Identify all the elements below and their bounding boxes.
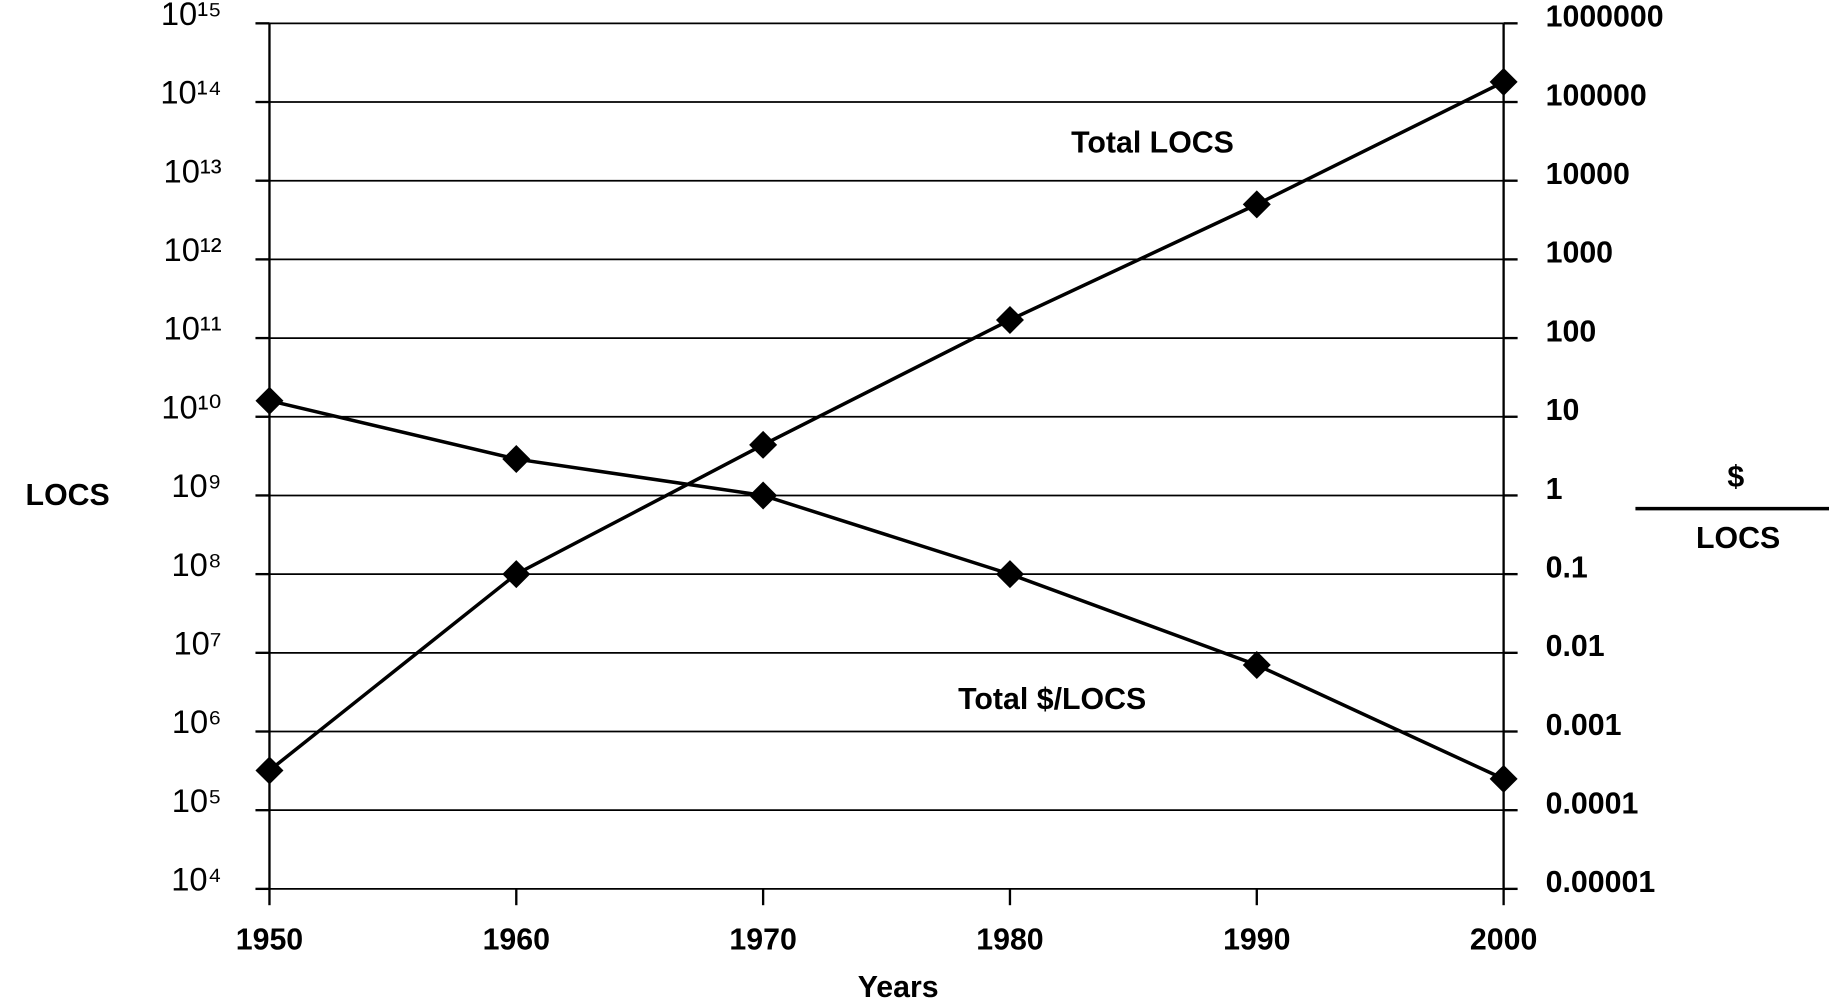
x-tick-label: 1950	[236, 923, 303, 956]
plot-root: LOCS $ LOCS Years 10¹⁵10¹⁴10¹³10¹²10¹¹10…	[26, 0, 1829, 1004]
point-marker	[255, 756, 284, 785]
x-tick-label: 1960	[483, 923, 550, 956]
y-tick-label: 10¹²	[164, 231, 222, 268]
x-tick-label: 1990	[1223, 923, 1290, 956]
point-marker	[1242, 651, 1271, 680]
point-marker	[1242, 190, 1271, 219]
y2-tick-label: 1000000	[1546, 1, 1664, 34]
point-marker	[1489, 764, 1518, 793]
y2-tick-label: 10000	[1546, 158, 1630, 191]
y2-tick-label: 10	[1546, 394, 1580, 427]
point-marker	[749, 481, 778, 510]
x-tick-label: 2000	[1470, 923, 1537, 956]
y-tick-label: 10¹⁴	[160, 74, 221, 111]
y2-tick-label: 100	[1546, 315, 1597, 348]
y2-tick-label: 100000	[1546, 79, 1647, 112]
point-marker	[502, 560, 531, 589]
point-marker	[749, 430, 778, 459]
y-tick-label: 10¹³	[164, 152, 222, 189]
y2-tick-label: 0.1	[1546, 551, 1588, 584]
y-tick-label: 10⁶	[172, 703, 222, 740]
y-tick-label: 10⁷	[173, 624, 221, 661]
y-tick-label: 10⁴	[171, 860, 221, 897]
y-tick-label: 10¹⁵	[161, 0, 222, 32]
y2-tick-label: 1	[1546, 473, 1563, 506]
y2-tick-label: 0.01	[1546, 630, 1605, 663]
series-label: Total LOCS	[1071, 127, 1234, 160]
y-tick-label: 10⁵	[172, 782, 222, 819]
series-label: Total $/LOCS	[958, 683, 1146, 716]
x-axis-label: Years	[858, 971, 939, 1004]
y2-axis-label-bottom: LOCS	[1696, 522, 1780, 555]
y2-axis-label-top: $	[1727, 460, 1744, 493]
series-line	[269, 398, 1505, 781]
series-line	[268, 80, 1505, 772]
y2-tick-label: 0.001	[1546, 709, 1622, 742]
y2-tick-label: 0.0001	[1546, 788, 1639, 821]
point-marker	[995, 560, 1024, 589]
y-axis-label: LOCS	[26, 479, 110, 512]
y-tick-label: 10⁹	[171, 467, 221, 504]
y-tick-label: 10¹⁰	[161, 388, 221, 425]
point-marker	[1489, 67, 1518, 96]
y-tick-label: 10⁸	[172, 546, 222, 583]
point-marker	[502, 445, 531, 474]
x-tick-label: 1980	[976, 923, 1043, 956]
y-tick-label: 10¹¹	[164, 310, 222, 347]
point-marker	[995, 305, 1024, 334]
x-tick-label: 1970	[729, 923, 796, 956]
point-marker	[255, 386, 284, 415]
y2-tick-label: 0.00001	[1546, 866, 1656, 899]
y2-tick-label: 1000	[1546, 237, 1613, 270]
